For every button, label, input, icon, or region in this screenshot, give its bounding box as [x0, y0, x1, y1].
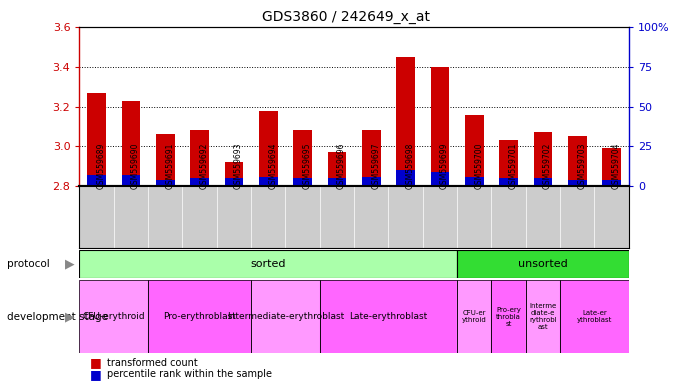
Bar — [190, 131, 209, 186]
Bar — [491, 280, 526, 353]
Text: GSM559689: GSM559689 — [97, 143, 106, 189]
Bar — [225, 178, 243, 186]
Bar — [560, 280, 629, 353]
Bar — [430, 172, 449, 186]
Bar — [87, 93, 106, 186]
Bar — [259, 111, 278, 186]
Bar — [533, 132, 552, 186]
Bar — [259, 177, 278, 186]
Text: GSM559697: GSM559697 — [371, 143, 380, 189]
Text: GSM559694: GSM559694 — [268, 143, 277, 189]
Text: sorted: sorted — [251, 259, 286, 269]
Bar — [465, 114, 484, 186]
Text: GSM559703: GSM559703 — [577, 143, 586, 189]
Bar — [251, 280, 320, 353]
Text: GSM559700: GSM559700 — [474, 143, 483, 189]
Bar — [430, 67, 449, 186]
Text: Interme
diate-e
rythrobl
ast: Interme diate-e rythrobl ast — [529, 303, 557, 330]
Text: GSM559702: GSM559702 — [543, 143, 552, 189]
Bar — [320, 280, 457, 353]
Bar — [602, 180, 621, 186]
Bar — [87, 175, 106, 186]
Bar — [156, 134, 175, 186]
Bar — [396, 170, 415, 186]
Bar — [499, 178, 518, 186]
Text: ■: ■ — [90, 368, 102, 381]
Bar — [293, 178, 312, 186]
Bar — [533, 178, 552, 186]
Text: GSM559692: GSM559692 — [200, 143, 209, 189]
Bar — [457, 280, 491, 353]
Bar — [499, 141, 518, 186]
Bar — [328, 178, 346, 186]
Text: development stage: development stage — [7, 312, 108, 322]
Bar — [156, 180, 175, 186]
Text: Intermediate-erythroblast: Intermediate-erythroblast — [227, 312, 344, 321]
Bar — [465, 177, 484, 186]
Text: Late-erythroblast: Late-erythroblast — [350, 312, 428, 321]
Text: Late-er
ythroblast: Late-er ythroblast — [577, 310, 612, 323]
Text: Pro-ery
throbla
st: Pro-ery throbla st — [496, 307, 521, 327]
Bar — [79, 280, 148, 353]
Bar — [293, 131, 312, 186]
Text: GDS3860 / 242649_x_at: GDS3860 / 242649_x_at — [261, 10, 430, 23]
Bar — [362, 131, 381, 186]
Bar — [148, 280, 251, 353]
Text: GSM559695: GSM559695 — [303, 143, 312, 189]
Text: ▶: ▶ — [65, 310, 75, 323]
Text: GSM559693: GSM559693 — [234, 143, 243, 189]
Bar — [526, 280, 560, 353]
Bar — [526, 280, 560, 353]
Bar — [568, 136, 587, 186]
Bar — [190, 178, 209, 186]
Text: CFU-er
ythroid: CFU-er ythroid — [462, 310, 486, 323]
Text: percentile rank within the sample: percentile rank within the sample — [107, 369, 272, 379]
Text: Pro-erythroblast: Pro-erythroblast — [163, 312, 236, 321]
Bar — [568, 180, 587, 186]
Text: GSM559701: GSM559701 — [509, 143, 518, 189]
Text: ■: ■ — [90, 356, 102, 369]
Text: GSM559696: GSM559696 — [337, 143, 346, 189]
Bar — [122, 175, 140, 186]
Bar — [560, 280, 629, 353]
Text: unsorted: unsorted — [518, 259, 568, 269]
Text: GSM559691: GSM559691 — [165, 143, 174, 189]
Bar — [148, 280, 251, 353]
Text: GSM559698: GSM559698 — [406, 143, 415, 189]
Bar — [362, 177, 381, 186]
Bar — [225, 162, 243, 186]
Text: protocol: protocol — [7, 259, 50, 269]
Text: ▶: ▶ — [65, 258, 75, 271]
Text: CFU-erythroid: CFU-erythroid — [82, 312, 145, 321]
Bar — [602, 148, 621, 186]
Bar — [79, 250, 457, 278]
Bar — [491, 280, 526, 353]
Bar — [457, 280, 491, 353]
Bar — [79, 280, 148, 353]
Bar — [320, 280, 457, 353]
Bar — [396, 57, 415, 186]
Bar — [328, 152, 346, 186]
Text: GSM559704: GSM559704 — [612, 143, 621, 189]
Bar — [457, 250, 629, 278]
Text: GSM559699: GSM559699 — [440, 143, 449, 189]
Text: transformed count: transformed count — [107, 358, 198, 368]
Bar — [122, 101, 140, 186]
Bar — [251, 280, 320, 353]
Text: GSM559690: GSM559690 — [131, 143, 140, 189]
